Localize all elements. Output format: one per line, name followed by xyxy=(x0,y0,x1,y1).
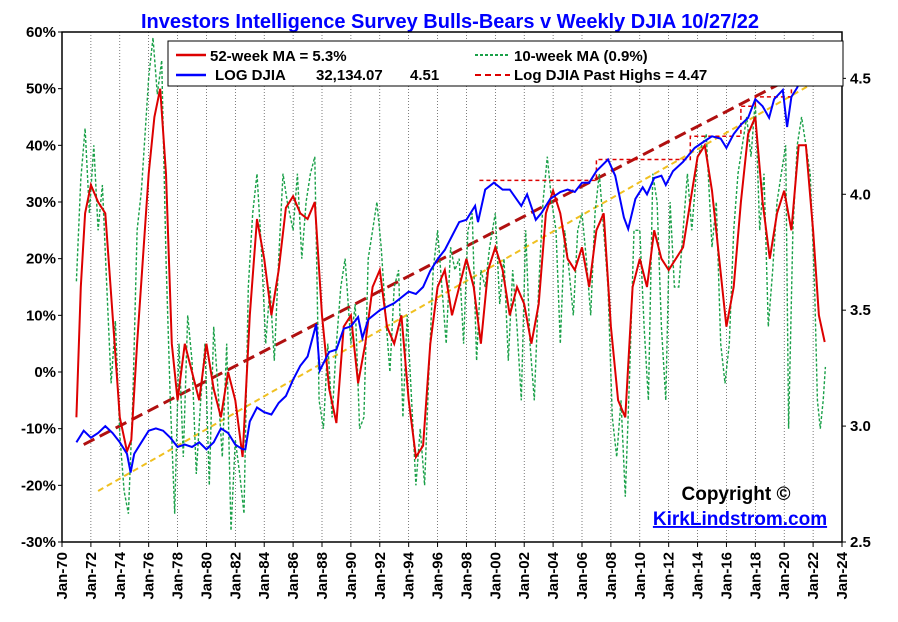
x-tick-label: Jan-04 xyxy=(545,551,562,599)
y-left-tick-label: 30% xyxy=(26,194,56,211)
y-left-tick-label: 20% xyxy=(26,251,56,268)
x-tick-label: Jan-16 xyxy=(718,552,735,600)
website-link[interactable]: KirkLindstrom.com xyxy=(653,509,827,530)
y-left-tick-label: -10% xyxy=(21,421,56,438)
x-tick-label: Jan-20 xyxy=(776,552,793,600)
copyright-text: Copyright © xyxy=(682,484,791,505)
x-tick-label: Jan-24 xyxy=(834,551,851,599)
y-left-tick-label: 60% xyxy=(26,24,56,41)
y-axis-left: 60% 50% 40% 30% 20% 10% 0% -10% -20% -30% xyxy=(21,24,62,551)
x-tick-label: Jan-96 xyxy=(430,552,447,600)
y-left-tick-label: -30% xyxy=(21,534,56,551)
series-10-week-ma xyxy=(75,37,827,531)
x-tick-label: Jan-94 xyxy=(401,551,418,599)
y-left-tick-label: 40% xyxy=(26,137,56,154)
series-past-highs xyxy=(479,84,825,182)
legend-label-log-djia-log: 4.51 xyxy=(410,67,439,84)
legend-box xyxy=(167,40,844,87)
x-tick-label: Jan-78 xyxy=(170,552,187,600)
x-tick-label: Jan-90 xyxy=(343,552,360,600)
y-right-tick-label: 4.0 xyxy=(850,186,871,203)
y-right-tick-label: 2.5 xyxy=(850,534,871,551)
y-right-tick-label: 3.0 xyxy=(850,418,871,435)
x-tick-label: Jan-70 xyxy=(54,552,71,600)
x-tick-label: Jan-80 xyxy=(198,552,215,600)
plot-frame xyxy=(61,31,843,543)
y-left-tick-label: -20% xyxy=(21,477,56,494)
y-left-tick-label: 10% xyxy=(26,307,56,324)
x-tick-label: Jan-86 xyxy=(285,552,302,600)
x-tick-label: Jan-76 xyxy=(141,552,158,600)
x-tick-label: Jan-08 xyxy=(603,552,620,600)
x-tick-label: Jan-06 xyxy=(574,552,591,600)
x-tick-label: Jan-88 xyxy=(314,552,331,600)
x-tick-label: Jan-18 xyxy=(747,552,764,600)
y-right-tick-label: 4.5 xyxy=(850,70,871,87)
x-tick-label: Jan-00 xyxy=(487,552,504,600)
legend: 52-week MA = 5.3% LOG DJIA 32,134.07 4.5… xyxy=(167,40,844,87)
x-tick-label: Jan-10 xyxy=(632,552,649,600)
legend-label-ma10: 10-week MA (0.9%) xyxy=(514,48,648,65)
trendline-red xyxy=(83,58,827,446)
legend-label-past-highs: Log DJIA Past Highs = 4.47 xyxy=(514,67,707,84)
legend-label-log-djia-name: LOG DJIA xyxy=(215,67,286,84)
x-tick-label: Jan-14 xyxy=(690,551,707,599)
x-tick-label: Jan-72 xyxy=(83,552,100,600)
legend-label-log-djia-value: 32,134.07 xyxy=(316,67,383,84)
x-tick-label: Jan-92 xyxy=(372,552,389,600)
x-tick-label: Jan-82 xyxy=(227,552,244,600)
x-tick-label: Jan-98 xyxy=(458,552,475,600)
y-left-tick-label: 0% xyxy=(34,364,56,381)
legend-label-ma52: 52-week MA = 5.3% xyxy=(210,48,347,65)
y-right-tick-label: 3.5 xyxy=(850,302,871,319)
series-52-week-ma xyxy=(75,88,826,460)
y-left-tick-label: 50% xyxy=(26,81,56,98)
series-log-djia xyxy=(75,62,826,473)
x-axis: Jan-70 Jan-72 Jan-74 Jan-76 Jan-78 Jan-80 Jan-… xyxy=(54,542,851,600)
y-axis-right: 4.5 4.0 3.5 3.0 2.5 xyxy=(842,70,871,551)
x-tick-label: Jan-84 xyxy=(256,551,273,599)
x-tick-label: Jan-12 xyxy=(661,552,678,600)
chart-title: Investors Intelligence Survey Bulls-Bear… xyxy=(141,11,759,33)
x-tick-label: Jan-22 xyxy=(805,552,822,600)
series-lines xyxy=(75,37,827,531)
gridlines xyxy=(90,32,814,542)
x-tick-label: Jan-74 xyxy=(112,551,129,599)
x-tick-label: Jan-02 xyxy=(516,552,533,600)
trendline-yellow xyxy=(97,65,843,492)
